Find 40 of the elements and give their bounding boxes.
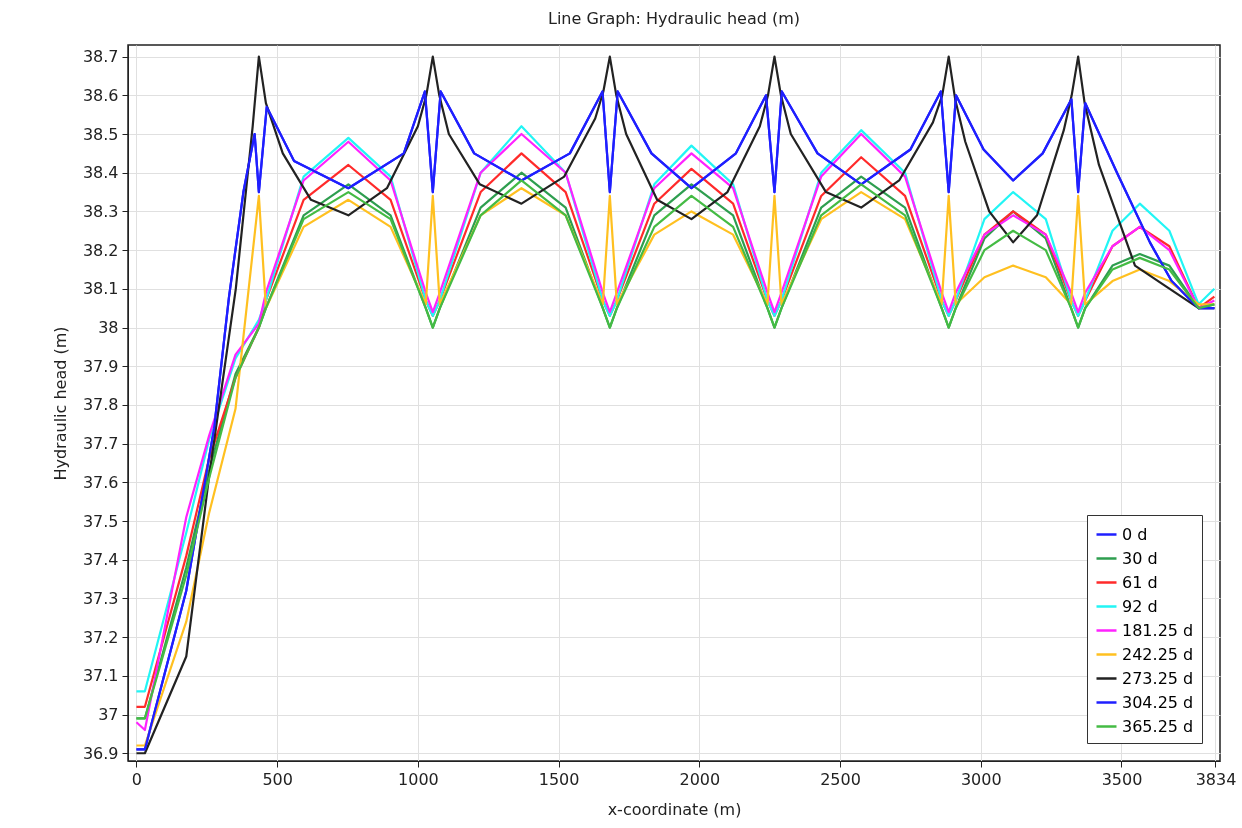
legend-label: 304.25 d bbox=[1122, 692, 1194, 712]
x-tick-label: 3500 bbox=[1101, 769, 1143, 789]
y-tick-label: 37.8 bbox=[82, 395, 119, 415]
y-tick-label: 37.2 bbox=[82, 627, 119, 647]
x-tick-label: 3000 bbox=[960, 769, 1002, 789]
legend-label: 365.25 d bbox=[1122, 716, 1194, 736]
legend-label: 242.25 d bbox=[1122, 644, 1194, 664]
x-tick-label: 3834 bbox=[1195, 769, 1237, 789]
y-tick-label: 38.2 bbox=[82, 240, 119, 260]
y-tick-label: 37.4 bbox=[82, 550, 119, 570]
y-tick-label: 38.1 bbox=[82, 279, 119, 299]
y-tick-label: 37.9 bbox=[82, 356, 119, 376]
y-tick-label: 37.6 bbox=[82, 472, 119, 492]
x-tick-label: 2500 bbox=[820, 769, 861, 789]
legend-label: 181.25 d bbox=[1122, 620, 1194, 640]
x-tick-label: 500 bbox=[262, 769, 293, 789]
x-tick-label: 1500 bbox=[538, 769, 580, 789]
y-tick-label: 37 bbox=[98, 705, 119, 725]
y-tick-label: 38.4 bbox=[82, 163, 119, 183]
y-tick-label: 38 bbox=[98, 318, 119, 338]
legend-label: 30 d bbox=[1122, 548, 1158, 568]
x-tick-label: 1000 bbox=[398, 769, 439, 789]
chart-title: Line Graph: Hydraulic head (m) bbox=[547, 9, 801, 28]
y-tick-label: 37.3 bbox=[82, 588, 119, 608]
y-tick-label: 37.1 bbox=[82, 666, 119, 686]
y-tick-label: 37.5 bbox=[82, 511, 119, 531]
x-axis-title: x-coordinate (m) bbox=[607, 799, 742, 819]
y-tick-label: 36.9 bbox=[82, 743, 119, 763]
y-tick-label: 38.3 bbox=[82, 201, 119, 221]
legend-label: 92 d bbox=[1122, 596, 1158, 616]
legend-label: 61 d bbox=[1122, 572, 1158, 592]
y-tick-label: 38.6 bbox=[82, 85, 119, 105]
legend-label: 0 d bbox=[1122, 524, 1148, 544]
x-tick-label: 0 bbox=[131, 769, 143, 789]
y-axis-title: Hydraulic head (m) bbox=[50, 326, 70, 481]
legend-label: 273.25 d bbox=[1122, 668, 1194, 688]
x-tick-label: 2000 bbox=[679, 769, 721, 789]
y-tick-label: 38.7 bbox=[82, 47, 119, 67]
y-tick-label: 37.7 bbox=[82, 434, 119, 454]
y-tick-label: 38.5 bbox=[82, 124, 119, 144]
